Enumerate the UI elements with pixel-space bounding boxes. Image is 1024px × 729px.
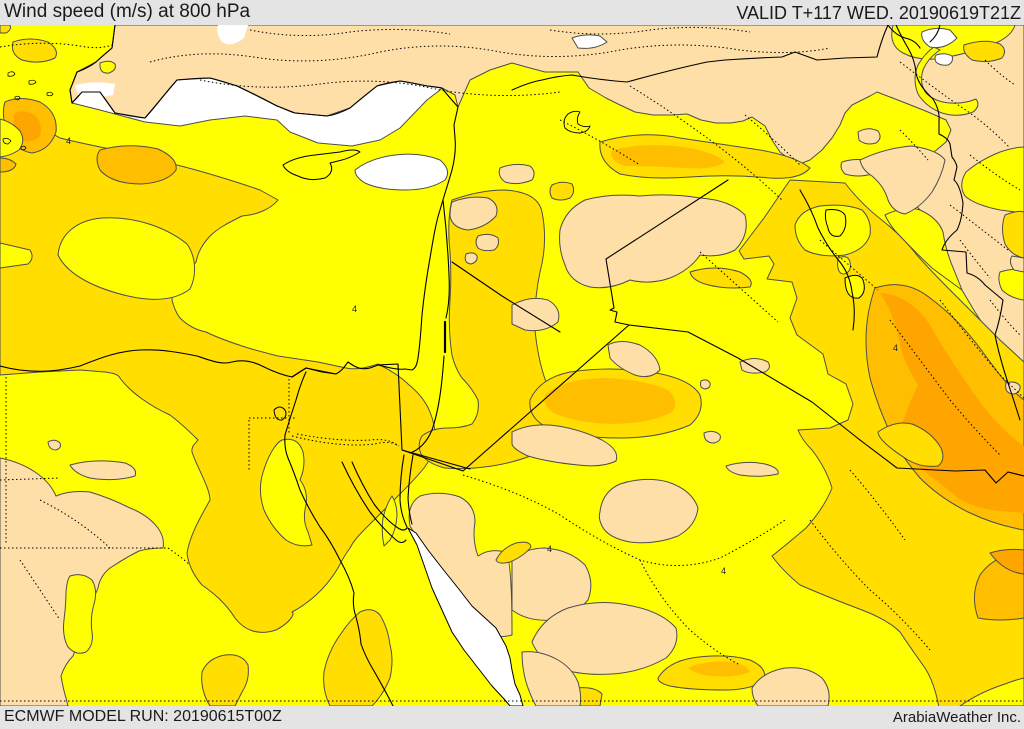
svg-text:4: 4 <box>352 304 357 314</box>
svg-text:4: 4 <box>893 343 898 353</box>
svg-text:4: 4 <box>721 566 726 576</box>
svg-text:4: 4 <box>66 136 71 146</box>
svg-text:4: 4 <box>547 544 552 554</box>
